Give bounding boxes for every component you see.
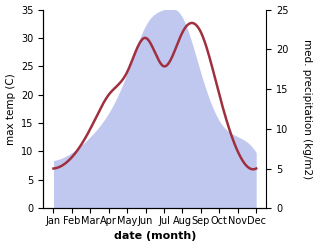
Y-axis label: max temp (C): max temp (C) xyxy=(5,73,16,145)
Y-axis label: med. precipitation (kg/m2): med. precipitation (kg/m2) xyxy=(302,39,313,179)
X-axis label: date (month): date (month) xyxy=(114,231,196,242)
